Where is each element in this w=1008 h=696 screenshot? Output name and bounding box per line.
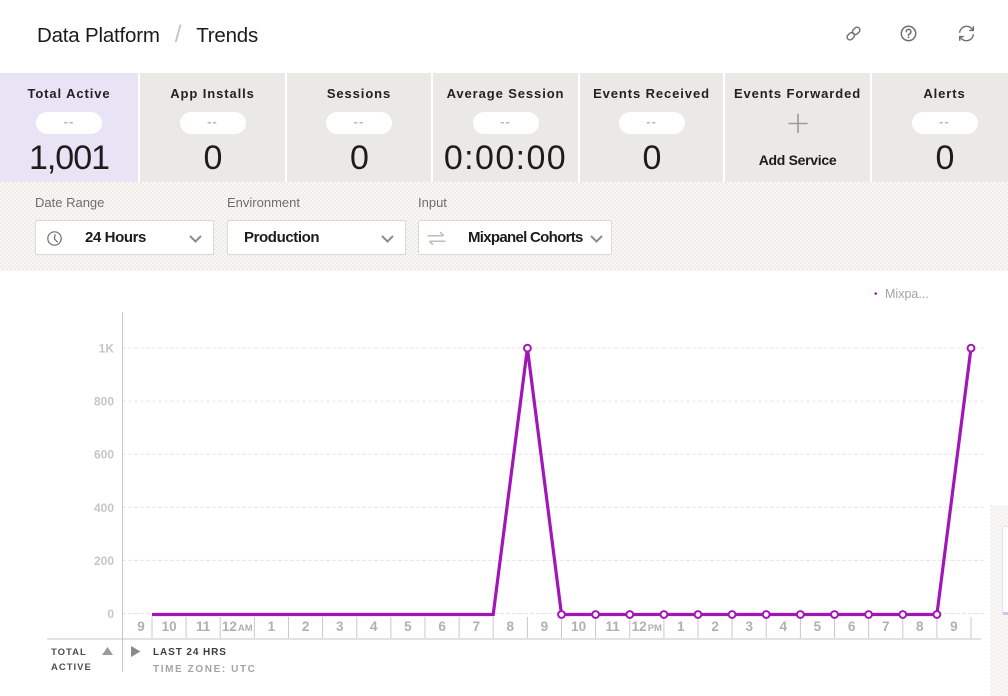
svg-text:8: 8 <box>507 619 515 634</box>
svg-text:10: 10 <box>571 619 586 634</box>
svg-text:8: 8 <box>916 619 924 634</box>
svg-text:0: 0 <box>107 607 114 621</box>
svg-text:9: 9 <box>137 619 145 634</box>
svg-text:1: 1 <box>268 619 276 634</box>
svg-text:5: 5 <box>814 619 822 634</box>
svg-text:200: 200 <box>94 554 114 568</box>
svg-text:9: 9 <box>950 619 958 634</box>
svg-text:7: 7 <box>472 619 480 634</box>
svg-text:3: 3 <box>745 619 753 634</box>
svg-text:3: 3 <box>336 619 344 634</box>
svg-text:5: 5 <box>404 619 412 634</box>
svg-text:800: 800 <box>94 395 114 409</box>
svg-text:11: 11 <box>606 619 621 634</box>
svg-text:12AM: 12AM <box>222 619 253 634</box>
svg-text:Mixpa...: Mixpa... <box>885 287 929 301</box>
svg-text:9: 9 <box>541 619 549 634</box>
svg-text:6: 6 <box>438 619 446 634</box>
svg-text:2: 2 <box>711 619 719 634</box>
svg-text:1: 1 <box>677 619 685 634</box>
svg-text:4: 4 <box>780 619 788 634</box>
svg-text:2: 2 <box>302 619 310 634</box>
svg-text:11: 11 <box>196 619 211 634</box>
svg-text:4: 4 <box>370 619 378 634</box>
svg-text:1K: 1K <box>99 342 115 356</box>
svg-text:400: 400 <box>94 501 114 515</box>
svg-text:600: 600 <box>94 448 114 462</box>
svg-text:7: 7 <box>882 619 890 634</box>
svg-text:6: 6 <box>848 619 856 634</box>
svg-text:10: 10 <box>162 619 177 634</box>
svg-text:12PM: 12PM <box>632 619 662 634</box>
